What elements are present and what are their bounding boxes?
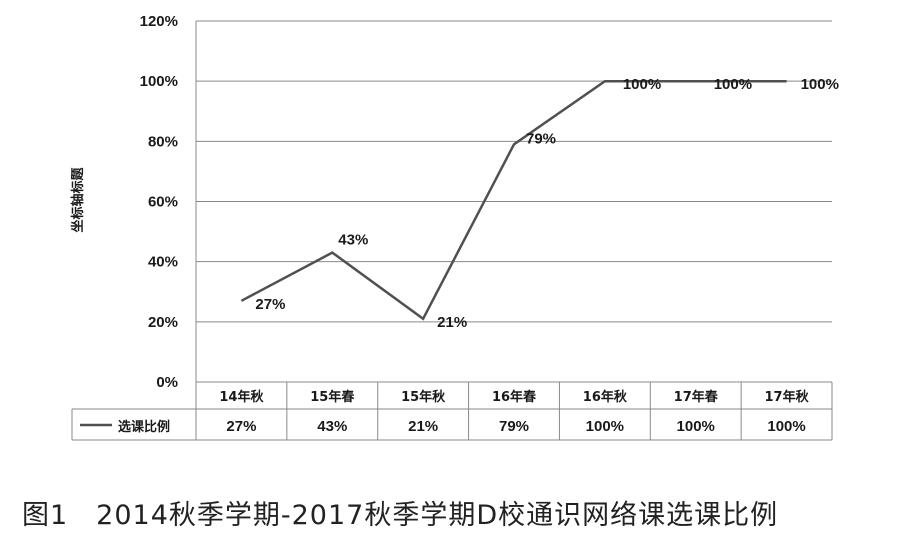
x-category-label: 16年秋 bbox=[583, 389, 628, 405]
gridlines bbox=[195, 20, 832, 440]
y-tick-label: 100% bbox=[140, 73, 178, 90]
y-axis-tick-labels: 0% 20% 40% 60% 80% 100% 120% bbox=[140, 13, 178, 391]
y-tick-label: 0% bbox=[156, 374, 178, 391]
data-labels: 27% 43% 21% 79% 100% 100% 100% bbox=[255, 76, 839, 331]
figure-caption: 图1 2014秋季学期-2017秋季学期D校通识网络课选课比例 bbox=[22, 500, 779, 531]
x-category-label: 17年秋 bbox=[765, 389, 810, 405]
x-category-label: 15年秋 bbox=[401, 389, 446, 405]
series-line-选课比例 bbox=[240, 79, 787, 321]
line-chart: 0% 20% 40% 60% 80% 100% 120% 坐标轴标题 14年秋 27% 15年春… bbox=[70, 13, 839, 441]
data-label: 100% bbox=[623, 76, 661, 93]
table-value-cell: 100% bbox=[677, 418, 715, 435]
data-table: 14年秋 27% 15年春 43% 15年秋 21% 16年春 79% 16年秋 100% 17年春… bbox=[71, 381, 833, 441]
data-label: 100% bbox=[801, 76, 839, 93]
table-value-cell: 79% bbox=[499, 418, 529, 435]
y-axis-title: 坐标轴标题 bbox=[70, 167, 86, 233]
table-value-cell: 27% bbox=[226, 418, 256, 435]
x-category-label: 15年春 bbox=[310, 389, 355, 405]
y-tick-label: 120% bbox=[140, 13, 178, 30]
y-tick-label: 60% bbox=[148, 194, 178, 211]
table-value-cell: 100% bbox=[767, 418, 805, 435]
table-value-cell: 21% bbox=[408, 418, 438, 435]
data-label: 43% bbox=[338, 232, 368, 249]
x-category-label: 17年春 bbox=[674, 389, 719, 405]
x-category-label: 14年秋 bbox=[219, 389, 264, 405]
table-value-cell: 43% bbox=[317, 418, 347, 435]
x-category-label: 16年春 bbox=[492, 389, 537, 405]
data-label: 21% bbox=[437, 314, 467, 331]
series-line-group bbox=[240, 79, 787, 321]
y-tick-label: 20% bbox=[148, 314, 178, 331]
data-label: 100% bbox=[714, 76, 752, 93]
y-tick-label: 40% bbox=[148, 254, 178, 271]
data-label: 27% bbox=[255, 296, 285, 313]
data-label: 79% bbox=[526, 130, 556, 147]
y-tick-label: 80% bbox=[148, 133, 178, 150]
legend-series-name: 选课比例 bbox=[118, 419, 170, 435]
table-value-cell: 100% bbox=[586, 418, 624, 435]
